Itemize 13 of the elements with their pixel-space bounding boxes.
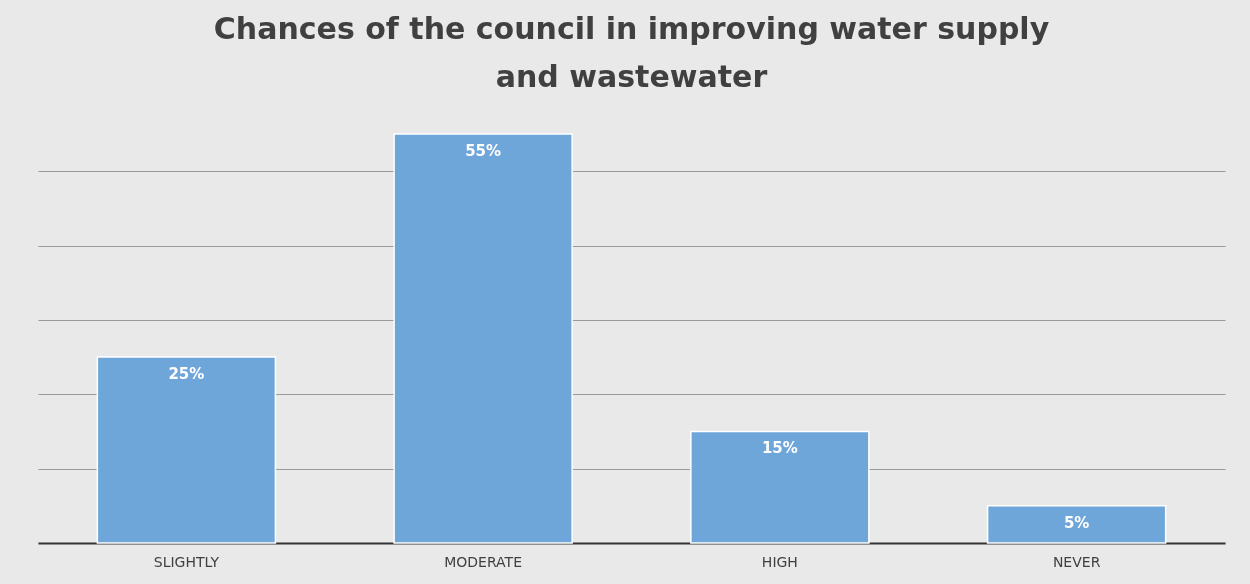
x-tick-label: MODERATE [444,553,523,570]
x-tick-label: NEVER [1052,553,1101,570]
bar [690,430,870,544]
bar [986,505,1167,544]
x-tick-label: SLIGHTLY [153,553,220,570]
data-label: 25% [168,365,205,384]
data-label: 55% [465,142,502,160]
bar [96,356,277,544]
chart-title: Chances of the council in improving water supply and wastewater [213,11,1050,95]
bar [393,133,573,544]
data-label: 5% [1063,513,1090,532]
data-label: 15% [761,439,798,458]
x-tick-label: HIGH [761,553,798,570]
